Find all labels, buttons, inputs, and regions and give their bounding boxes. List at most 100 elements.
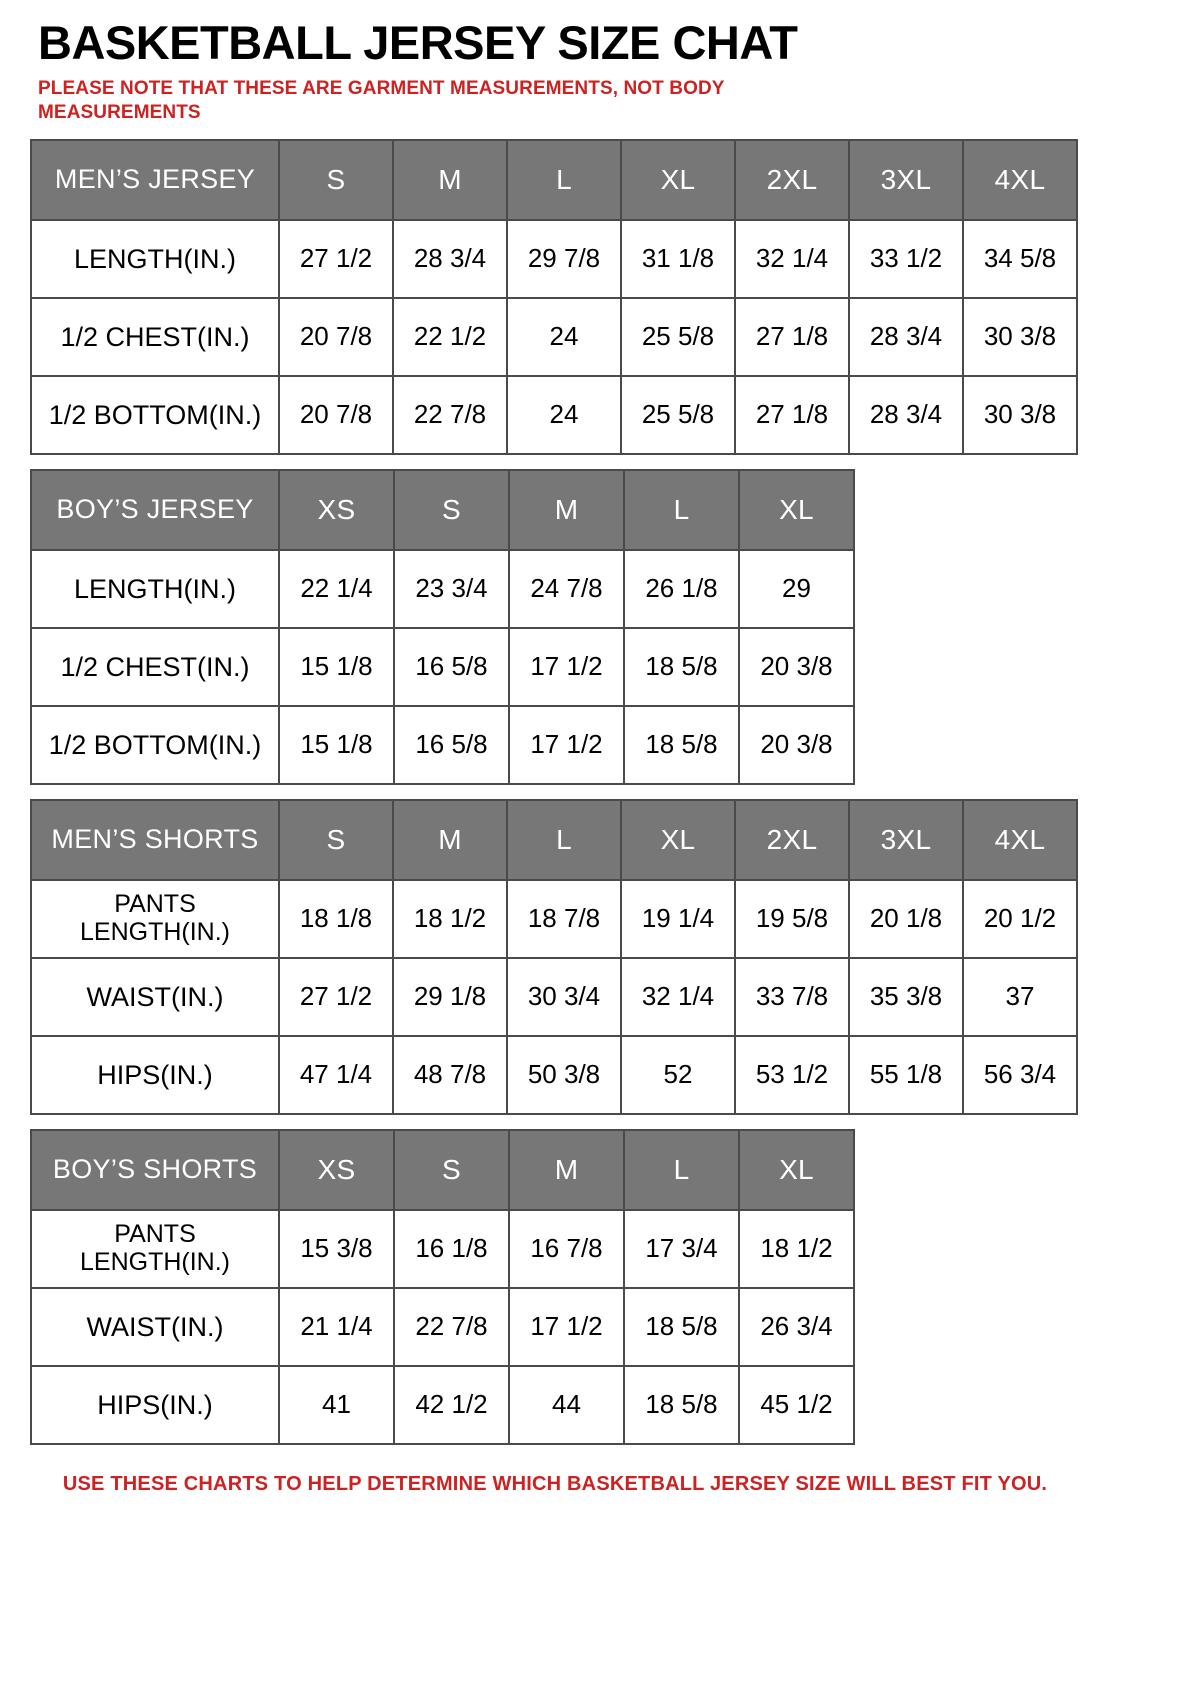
cell: 18 5/8 (623, 626, 740, 707)
cell: 20 7/8 (278, 374, 394, 455)
column-header-s: S (393, 468, 510, 551)
cell: 52 (620, 1034, 736, 1115)
cell: 30 3/4 (506, 956, 622, 1037)
column-header-m: M (392, 138, 508, 221)
row-label-waist: WAIST(IN.) (30, 1286, 280, 1367)
column-header-s: S (393, 1128, 510, 1211)
cell: 19 1/4 (620, 878, 736, 959)
cell: 26 1/8 (623, 548, 740, 629)
cell: 18 5/8 (623, 1286, 740, 1367)
cell: 29 (738, 548, 855, 629)
cell: 18 5/8 (623, 1364, 740, 1445)
cell: 29 7/8 (506, 218, 622, 299)
cell: 53 1/2 (734, 1034, 850, 1115)
cell: 20 3/8 (738, 704, 855, 785)
cell: 33 1/2 (848, 218, 964, 299)
cell: 28 3/4 (848, 296, 964, 377)
column-header-s: S (278, 138, 394, 221)
cell: 20 3/8 (738, 626, 855, 707)
row-label-length: LENGTH(IN.) (30, 218, 280, 299)
cell: 27 1/8 (734, 296, 850, 377)
garment-measurement-note: PLEASE NOTE THAT THESE ARE GARMENT MEASU… (38, 78, 725, 124)
table-row: 1/2 CHEST(IN.) 20 7/8 22 1/2 24 25 5/8 2… (30, 296, 1078, 377)
table-header-row: MEN’S SHORTS S M L XL 2XL 3XL 4XL (30, 798, 1078, 881)
column-header-l: L (623, 1128, 740, 1211)
cell: 27 1/2 (278, 218, 394, 299)
table-row: 1/2 BOTTOM(IN.) 15 1/8 16 5/8 17 1/2 18 … (30, 704, 855, 785)
column-header-m: M (508, 1128, 625, 1211)
cell: 45 1/2 (738, 1364, 855, 1445)
table-row: 1/2 BOTTOM(IN.) 20 7/8 22 7/8 24 25 5/8 … (30, 374, 1078, 455)
cell: 15 1/8 (278, 704, 395, 785)
cell: 17 1/2 (508, 626, 625, 707)
row-label-half-chest: 1/2 CHEST(IN.) (30, 626, 280, 707)
table-row: WAIST(IN.) 21 1/4 22 7/8 17 1/2 18 5/8 2… (30, 1286, 855, 1367)
row-label-hips: HIPS(IN.) (30, 1034, 280, 1115)
column-header-m: M (392, 798, 508, 881)
row-label-line2: LENGTH(IN.) (80, 1247, 230, 1276)
cell: 34 5/8 (962, 218, 1078, 299)
size-chart-page: BASKETBALL JERSEY SIZE CHAT PLEASE NOTE … (0, 18, 1200, 1496)
table-row: HIPS(IN.) 41 42 1/2 44 18 5/8 45 1/2 (30, 1364, 855, 1445)
column-header-2xl: 2XL (734, 798, 850, 881)
column-header-s: S (278, 798, 394, 881)
table-row: 1/2 CHEST(IN.) 15 1/8 16 5/8 17 1/2 18 5… (30, 626, 855, 707)
table-boys-jersey: BOY’S JERSEY XS S M L XL LENGTH(IN.) 22 … (30, 468, 855, 785)
cell: 16 7/8 (508, 1208, 625, 1289)
column-header-l: L (506, 798, 622, 881)
cell: 19 5/8 (734, 878, 850, 959)
table-row: PANTS LENGTH(IN.) 15 3/8 16 1/8 16 7/8 17… (30, 1208, 855, 1289)
cell: 22 7/8 (392, 374, 508, 455)
cell: 55 1/8 (848, 1034, 964, 1115)
row-label-hips: HIPS(IN.) (30, 1364, 280, 1445)
cell: 30 3/8 (962, 296, 1078, 377)
cell: 56 3/4 (962, 1034, 1078, 1115)
row-label-half-bottom: 1/2 BOTTOM(IN.) (30, 704, 280, 785)
table-row: LENGTH(IN.) 22 1/4 23 3/4 24 7/8 26 1/8 … (30, 548, 855, 629)
cell: 37 (962, 956, 1078, 1037)
cell: 17 3/4 (623, 1208, 740, 1289)
cell: 20 1/2 (962, 878, 1078, 959)
table-header-row: BOY’S JERSEY XS S M L XL (30, 468, 855, 551)
table-header-row: BOY’S SHORTS XS S M L XL (30, 1128, 855, 1211)
column-header-3xl: 3XL (848, 798, 964, 881)
cell: 18 7/8 (506, 878, 622, 959)
cell: 18 1/8 (278, 878, 394, 959)
column-header-xl: XL (620, 798, 736, 881)
cell: 27 1/2 (278, 956, 394, 1037)
corner-label-mens-jersey: MEN’S JERSEY (30, 138, 280, 221)
cell: 18 1/2 (738, 1208, 855, 1289)
cell: 41 (278, 1364, 395, 1445)
cell: 24 7/8 (508, 548, 625, 629)
corner-label-mens-shorts: MEN’S SHORTS (30, 798, 280, 881)
cell: 15 3/8 (278, 1208, 395, 1289)
cell: 16 5/8 (393, 704, 510, 785)
cell: 25 5/8 (620, 374, 736, 455)
table-mens-shorts: MEN’S SHORTS S M L XL 2XL 3XL 4XL PANTS L… (30, 798, 1078, 1115)
column-header-l: L (506, 138, 622, 221)
cell: 28 3/4 (392, 218, 508, 299)
cell: 15 1/8 (278, 626, 395, 707)
corner-label-boys-shorts: BOY’S SHORTS (30, 1128, 280, 1211)
cell: 28 3/4 (848, 374, 964, 455)
cell: 16 5/8 (393, 626, 510, 707)
row-label-line1: PANTS (114, 890, 196, 919)
row-label-waist: WAIST(IN.) (30, 956, 280, 1037)
row-label-half-chest: 1/2 CHEST(IN.) (30, 296, 280, 377)
cell: 23 3/4 (393, 548, 510, 629)
cell: 44 (508, 1364, 625, 1445)
cell: 22 7/8 (393, 1286, 510, 1367)
cell: 27 1/8 (734, 374, 850, 455)
table-row: PANTS LENGTH(IN.) 18 1/8 18 1/2 18 7/8 19… (30, 878, 1078, 959)
cell: 20 1/8 (848, 878, 964, 959)
table-header-row: MEN’S JERSEY S M L XL 2XL 3XL 4XL (30, 138, 1078, 221)
tables-container: MEN’S JERSEY S M L XL 2XL 3XL 4XL LENGTH… (30, 138, 1200, 1496)
row-label-half-bottom: 1/2 BOTTOM(IN.) (30, 374, 280, 455)
row-label-pants-length: PANTS LENGTH(IN.) (30, 878, 280, 959)
cell: 35 3/8 (848, 956, 964, 1037)
column-header-2xl: 2XL (734, 138, 850, 221)
cell: 18 5/8 (623, 704, 740, 785)
table-row: HIPS(IN.) 47 1/4 48 7/8 50 3/8 52 53 1/2… (30, 1034, 1078, 1115)
cell: 25 5/8 (620, 296, 736, 377)
cell: 17 1/2 (508, 704, 625, 785)
